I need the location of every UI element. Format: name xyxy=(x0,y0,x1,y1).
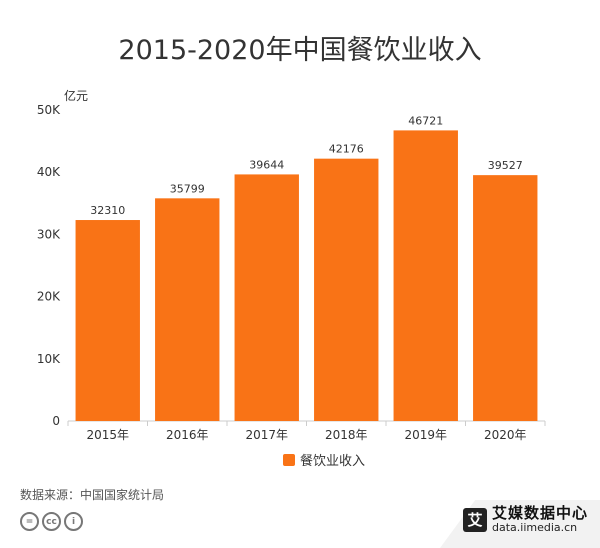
brand-logo-block: 艾 艾媒数据中心 data.iimedia.cn xyxy=(462,504,588,534)
x-tick-label: 2017年 xyxy=(245,428,288,442)
data-label: 46721 xyxy=(408,114,443,127)
legend-label: 餐饮业收入 xyxy=(299,454,365,469)
legend: 餐饮业收入 xyxy=(0,450,600,469)
data-source: 数据来源：中国国家统计局 xyxy=(20,488,165,502)
attribution-icon: i xyxy=(64,512,83,531)
data-label: 35799 xyxy=(170,182,205,195)
y-tick-label: 20K xyxy=(37,290,61,304)
chart-title: 2015-2020年中国餐饮业收入 xyxy=(118,35,482,66)
data-label: 39644 xyxy=(249,158,284,171)
x-tick-label: 2020年 xyxy=(484,428,527,442)
legend-swatch xyxy=(282,453,295,466)
no-derivatives-icon: = xyxy=(20,512,39,531)
data-label: 42176 xyxy=(329,143,364,156)
license-icons: = cc i xyxy=(20,512,83,531)
y-tick-label: 40K xyxy=(37,165,61,179)
bar xyxy=(75,220,140,421)
bar xyxy=(473,175,538,421)
brand-url: data.iimedia.cn xyxy=(491,520,578,534)
data-label: 39527 xyxy=(488,159,523,172)
y-tick-label: 50K xyxy=(37,103,61,117)
bar xyxy=(155,198,220,421)
bar xyxy=(314,158,379,421)
x-tick-label: 2016年 xyxy=(166,428,209,442)
y-tick-label: 0 xyxy=(52,414,60,428)
brand-name: 艾媒数据中心 xyxy=(491,504,588,522)
y-tick-label: 30K xyxy=(37,227,61,241)
bar xyxy=(393,130,458,421)
x-tick-label: 2019年 xyxy=(404,428,447,442)
x-tick-label: 2018年 xyxy=(325,428,368,442)
y-tick-label: 10K xyxy=(37,352,61,366)
brand-logo-icon: 艾 xyxy=(462,507,487,532)
creative-commons-icon: cc xyxy=(42,512,61,531)
x-tick-label: 2015年 xyxy=(86,428,129,442)
y-axis-label: 亿元 xyxy=(64,88,88,103)
bar xyxy=(234,174,299,421)
data-label: 32310 xyxy=(90,204,125,217)
